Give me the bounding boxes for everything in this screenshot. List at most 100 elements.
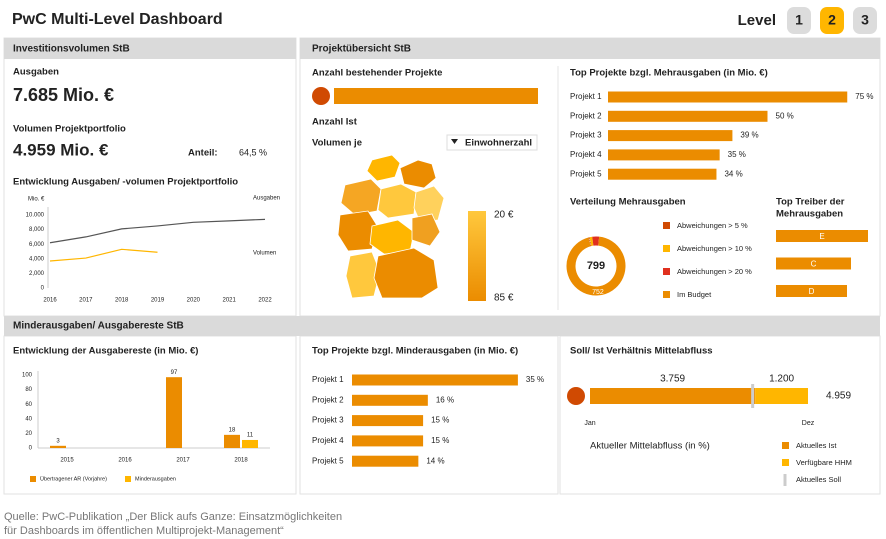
chart-title: Entwicklung der Ausgabereste (in Mio. €)	[13, 346, 198, 357]
x-tick-label: 2017	[176, 458, 190, 464]
level-text[interactable]: 3	[861, 12, 869, 28]
dropdown-text[interactable]: Einwohnerzahl	[465, 138, 532, 149]
label: Volumen je	[312, 138, 362, 149]
total-label: 4.959	[826, 391, 851, 402]
donut-segment	[566, 236, 626, 296]
label: Ausgaben	[13, 67, 59, 78]
series-label: Ausgaben	[253, 196, 280, 202]
y-tick-label: 40	[25, 416, 32, 422]
scale-label: 85 €	[494, 293, 514, 304]
legend-swatch	[125, 476, 131, 482]
category-label: Projekt 4	[570, 150, 602, 159]
section-title: Investitionsvolumen StB	[13, 44, 130, 55]
value-label: 3.759	[660, 374, 685, 385]
category-label: Projekt 1	[312, 375, 344, 384]
bar	[776, 257, 851, 270]
legend-label: Aktuelles Soll	[796, 475, 841, 484]
value-label: 15 %	[431, 436, 449, 445]
level-text[interactable]: 2	[828, 12, 836, 28]
category-label: Projekt 5	[312, 456, 344, 465]
bar	[242, 439, 258, 448]
legend-swatch	[663, 268, 670, 275]
bar	[166, 377, 182, 448]
scale-label: 20 €	[494, 210, 514, 221]
chart-title: Entwicklung Ausgaben/ -volumen Projektpo…	[13, 177, 238, 188]
page-title: PwC Multi-Level Dashboard	[12, 11, 223, 28]
label: Anzahl Ist	[312, 117, 358, 128]
bar	[352, 455, 419, 467]
y-tick-label: 20	[25, 431, 32, 437]
level-label: Level	[738, 12, 776, 29]
value-label: 16 %	[436, 395, 454, 404]
value-label: 15 %	[431, 416, 449, 425]
chart-title: Verteilung Mehrausgaben	[570, 197, 686, 208]
bar	[608, 110, 768, 122]
x-tick-label: 2022	[258, 298, 272, 304]
dropdown[interactable]	[446, 134, 538, 151]
legend-swatch	[663, 222, 670, 229]
category-label: Projekt 3	[570, 131, 602, 140]
value-label: 14 %	[426, 456, 444, 465]
bar	[352, 415, 424, 427]
legend-swatch	[663, 245, 670, 252]
x-tick-label: 2019	[151, 298, 165, 304]
y-tick-label: 60	[25, 402, 32, 408]
y-tick-label: 4,000	[29, 256, 45, 262]
bar	[352, 435, 424, 447]
section-headers	[4, 38, 880, 336]
x-tick-label: 2018	[115, 298, 129, 304]
bar	[608, 149, 720, 161]
level-button[interactable]	[853, 7, 877, 34]
level-button[interactable]	[787, 7, 811, 34]
legend-label: Minderausgaben	[135, 476, 176, 482]
bar-label: E	[819, 232, 824, 241]
bar	[608, 91, 848, 103]
category-label: Projekt 1	[570, 92, 602, 101]
bar	[50, 445, 66, 448]
axis-label: Dez	[802, 420, 815, 427]
source: Quelle: PwC-Publikation „Der Blick aufs …	[4, 511, 342, 523]
legend-label: Im Budget	[677, 290, 712, 299]
legend-label: Übertragener AR (Vorjahre)	[40, 475, 107, 482]
legend-label: Aktuelles Ist	[796, 441, 837, 450]
section-title: Projektübersicht StB	[312, 44, 411, 55]
x-tick-label: 2018	[234, 458, 248, 464]
bar	[608, 168, 717, 180]
x-tick-label: 2021	[222, 298, 236, 304]
y-tick-label: 8,000	[29, 227, 45, 233]
chart-title: Soll/ Ist Verhältnis Mittelabfluss	[570, 346, 713, 357]
value-label: 75 %	[855, 92, 873, 101]
y-axis-label: Mio. €	[28, 197, 45, 203]
value-label: 35 %	[526, 375, 544, 384]
legend-swatch	[782, 459, 789, 466]
legend-label: Verfügbare HHM	[796, 458, 852, 467]
bar	[224, 434, 240, 448]
legend-label: Abweichungen > 20 %	[677, 267, 752, 276]
x-tick-label: 2016	[43, 298, 57, 304]
level-button[interactable]	[820, 7, 844, 34]
bar	[352, 394, 428, 406]
bar	[776, 285, 847, 297]
y-tick-label: 6,000	[29, 242, 45, 248]
y-tick-label: 10.000	[26, 213, 45, 219]
level-text[interactable]: 1	[795, 12, 803, 28]
section-title: Minderausgaben/ Ausgabereste StB	[13, 321, 184, 332]
y-tick-label: 2,000	[29, 271, 45, 277]
value-label: 5	[588, 240, 592, 247]
legend-swatch	[782, 442, 789, 449]
line	[49, 218, 266, 244]
caption: Aktueller Mittelabfluss (in %)	[590, 441, 710, 452]
map	[337, 154, 445, 299]
projects-bar	[334, 88, 538, 104]
chart-title: Top Projekte bzgl. Minderausgaben (in Mi…	[312, 346, 518, 357]
bar-segment	[755, 388, 808, 404]
bar	[352, 374, 518, 386]
kpi: 7.685 Mio. €	[13, 85, 114, 105]
dropdown-arrow[interactable]	[451, 139, 458, 144]
label: Volumen Projektportfolio	[13, 124, 126, 135]
color-scale	[468, 211, 486, 301]
bar	[776, 230, 868, 242]
icon	[312, 87, 330, 105]
bar-segment	[590, 388, 756, 404]
